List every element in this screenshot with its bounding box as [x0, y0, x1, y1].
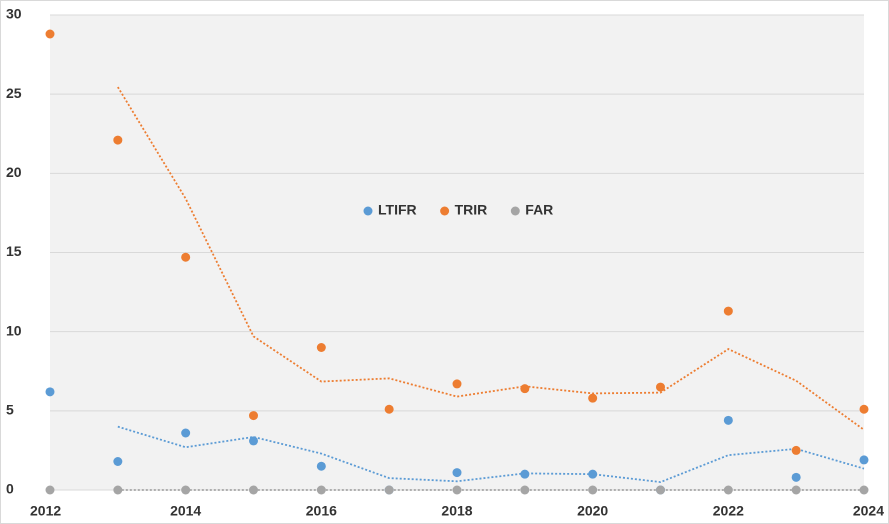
data-point [181, 428, 191, 438]
data-point [859, 404, 869, 414]
data-point [520, 384, 530, 394]
y-tick-label: 15 [6, 243, 22, 259]
data-point [791, 445, 801, 455]
data-point [452, 485, 462, 495]
data-point [723, 415, 733, 425]
data-point [588, 393, 598, 403]
x-tick-label: 2020 [577, 503, 608, 519]
data-point [316, 461, 326, 471]
data-point [45, 29, 55, 39]
data-point [45, 387, 55, 397]
x-tick-label: 2024 [853, 503, 884, 519]
data-point [181, 485, 191, 495]
data-point [588, 469, 598, 479]
legend-marker [510, 206, 520, 216]
y-tick-label: 20 [6, 164, 22, 180]
data-point [520, 469, 530, 479]
data-point [656, 382, 665, 392]
x-tick-label: 2012 [30, 503, 61, 519]
y-tick-label: 5 [6, 402, 14, 418]
data-point [113, 457, 123, 466]
data-point [452, 468, 462, 478]
trend-line [117, 425, 865, 484]
data-point [520, 485, 530, 495]
data-point [45, 485, 55, 495]
data-point [791, 485, 801, 495]
y-tick-label: 30 [6, 6, 22, 22]
data-point [859, 455, 869, 465]
y-tick-label: 10 [6, 322, 22, 338]
y-tick-label: 25 [6, 85, 22, 101]
legend-marker [363, 206, 373, 216]
data-point [723, 306, 733, 316]
x-tick-label: 2018 [441, 503, 472, 519]
y-tick-label: 0 [6, 481, 14, 497]
data-point [249, 436, 258, 446]
data-point [656, 485, 665, 495]
data-point [249, 485, 258, 495]
trend-line [117, 86, 865, 431]
legend-label: TRIR [455, 202, 488, 218]
data-point [249, 411, 258, 421]
legend-marker [440, 206, 450, 216]
data-point [588, 485, 598, 495]
data-point [452, 379, 462, 389]
data-point [113, 135, 123, 145]
data-point [181, 252, 191, 262]
x-tick-label: 2022 [713, 503, 744, 519]
data-point [859, 485, 869, 495]
data-point [113, 485, 123, 495]
data-point [316, 485, 326, 495]
data-point [384, 485, 394, 495]
x-tick-label: 2014 [170, 503, 201, 519]
data-point [723, 485, 733, 495]
x-tick-label: 2016 [306, 503, 337, 519]
data-point [384, 404, 394, 414]
data-point [791, 472, 801, 482]
data-point [316, 343, 326, 352]
legend-label: LTIFR [378, 202, 417, 218]
legend-label: FAR [525, 202, 553, 218]
